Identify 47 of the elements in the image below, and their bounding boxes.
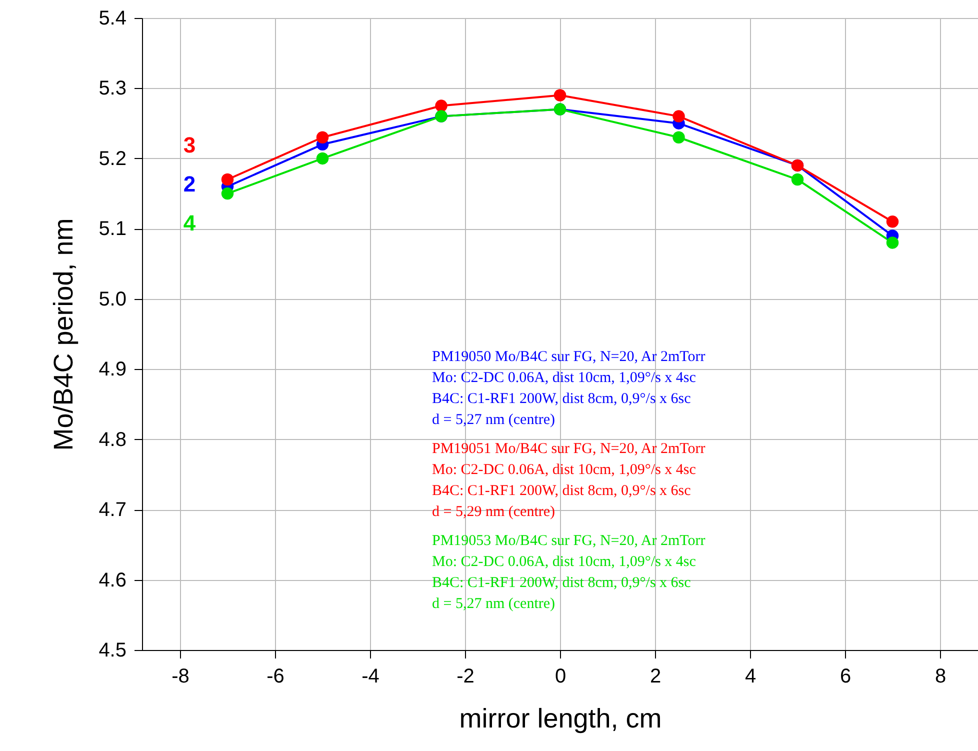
point	[435, 100, 448, 112]
y-tick-label: 5.1	[98, 218, 126, 240]
x-tick-label: 6	[840, 666, 852, 688]
point	[554, 89, 566, 102]
x-tick-label: 8	[934, 666, 946, 688]
point	[672, 110, 685, 122]
y-tick-label: 4.6	[98, 569, 126, 592]
y-axis-title: Mo/B4C period, nm	[48, 218, 79, 451]
annotation: B4C: C1-RF1 200W, dist 8cm, 0,9°/s x 6sc	[432, 483, 692, 499]
series-label: 3	[183, 132, 196, 158]
annotation: B4C: C1-RF1 200W, dist 8cm, 0,9°/s x 6sc	[432, 575, 692, 591]
x-tick-label: -6	[266, 666, 284, 688]
y-tick-label: 5.3	[98, 78, 126, 100]
series-label: 4	[183, 210, 196, 236]
x-tick-label: 0	[554, 666, 566, 688]
annotation: d = 5,27 nm (centre)	[432, 596, 556, 612]
y-tick-label: 5.4	[98, 8, 126, 30]
point	[886, 216, 899, 228]
annotation: d = 5,29 nm (centre)	[432, 504, 556, 520]
x-tick-label: -8	[172, 666, 190, 688]
point	[316, 131, 329, 144]
y-tick-label: 4.7	[98, 499, 126, 522]
annotation: PM19051 Mo/B4C sur FG, N=20, Ar 2mTorr	[432, 441, 706, 457]
y-tick-label: 4.5	[98, 640, 126, 662]
x-tick-label: -2	[456, 666, 474, 688]
annotation: d = 5,27 nm (centre)	[432, 412, 556, 428]
y-tick-label: 5.0	[98, 288, 126, 310]
point	[886, 236, 899, 249]
point	[316, 152, 329, 165]
point	[221, 173, 234, 186]
series-label: 2	[183, 172, 196, 197]
point	[672, 131, 685, 144]
y-tick-label: 4.8	[98, 428, 126, 451]
point	[221, 187, 234, 200]
x-axis-title: mirror length, cm	[459, 704, 662, 734]
annotation: PM19053 Mo/B4C sur FG, N=20, Ar 2mTorr	[432, 533, 706, 549]
annotation: Mo: C2-DC 0.06A, dist 10cm, 1,09°/s x 4sc	[432, 370, 696, 386]
x-tick-label: 4	[744, 666, 756, 688]
annotation: Mo: C2-DC 0.06A, dist 10cm, 1,09°/s x 4sc	[432, 554, 696, 570]
annotation: B4C: C1-RF1 200W, dist 8cm, 0,9°/s x 6sc	[432, 391, 692, 407]
y-tick-label: 5.2	[98, 148, 126, 170]
x-tick-label: 2	[650, 666, 662, 688]
point	[791, 173, 804, 186]
annotation: Mo: C2-DC 0.06A, dist 10cm, 1,09°/s x 4sc	[432, 462, 696, 478]
annotation: PM19050 Mo/B4C sur FG, N=20, Ar 2mTorr	[432, 349, 706, 365]
x-tick-label: -4	[362, 666, 380, 688]
y-tick-label: 4.9	[98, 358, 126, 381]
